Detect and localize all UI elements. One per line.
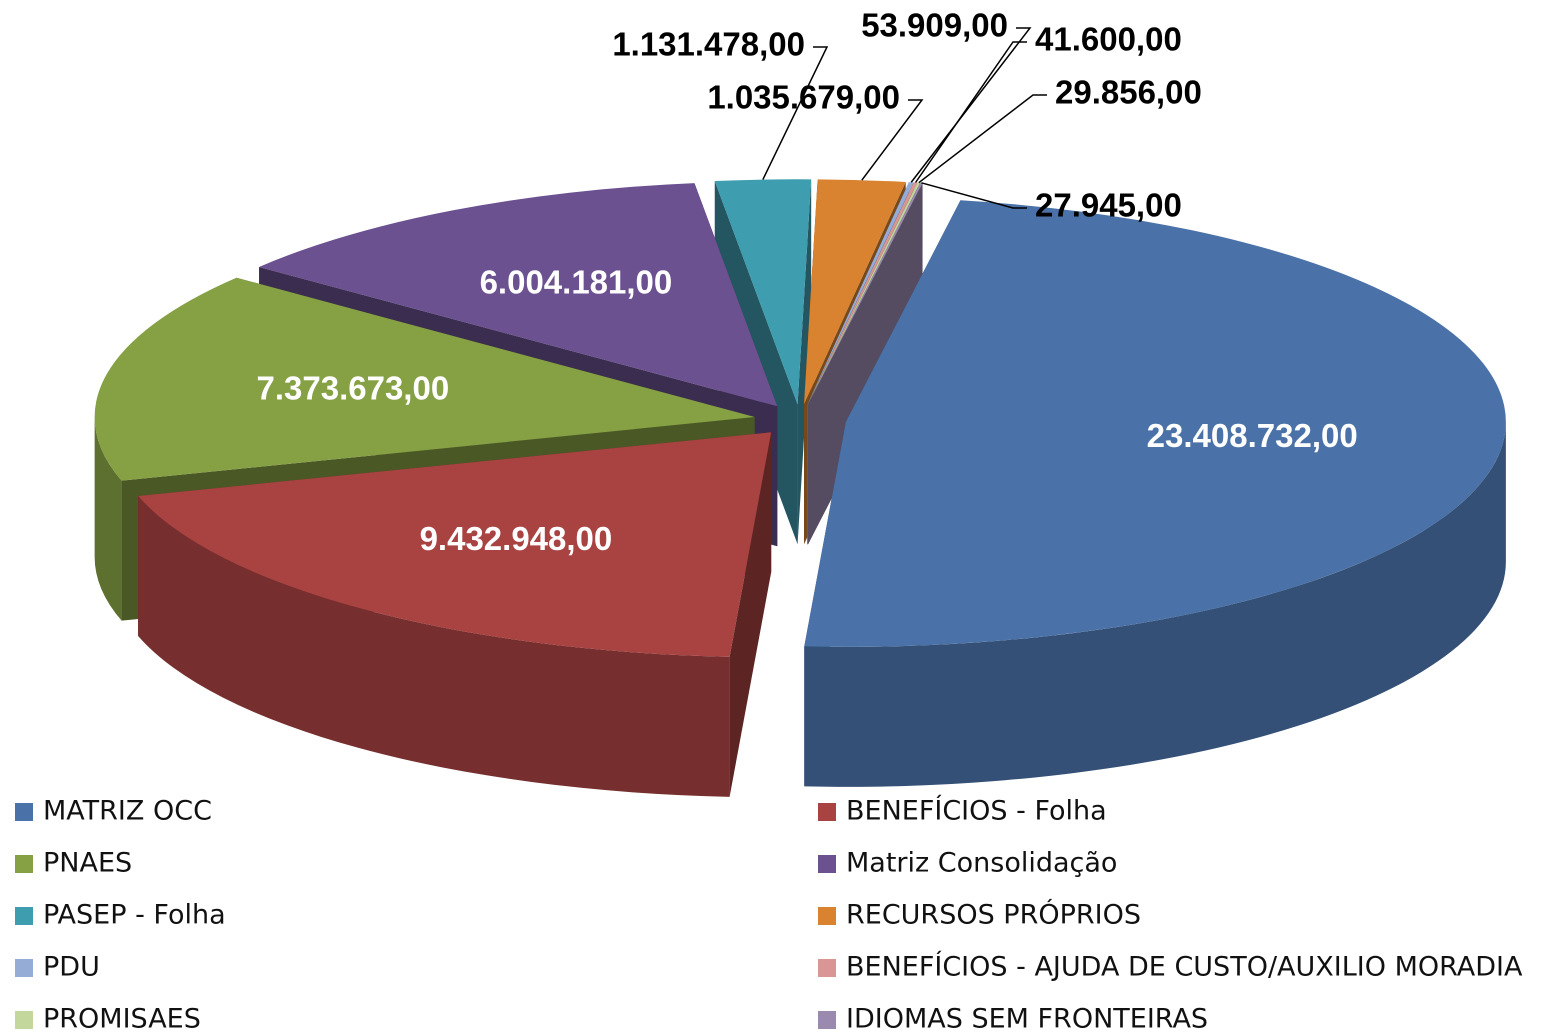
slice-wall: [138, 495, 730, 797]
slice: [259, 183, 778, 407]
value-label: 1.131.478,00: [612, 26, 805, 63]
slice: [714, 179, 812, 405]
slice: [807, 182, 918, 405]
legend-swatch: [818, 855, 836, 873]
slice-side: [807, 182, 923, 545]
leader-line: [910, 27, 1032, 183]
slice: [807, 182, 923, 405]
slice-wall: [94, 417, 122, 621]
slice: [807, 182, 914, 405]
value-label: 6.004.181,00: [480, 264, 673, 301]
legend-swatch: [15, 1011, 33, 1029]
value-label: 7.373.673,00: [256, 369, 449, 406]
slice: [804, 200, 1506, 647]
legend-label: RECURSOS PRÓPRIOS: [846, 899, 1141, 931]
slice: [138, 432, 772, 657]
slice-side: [797, 179, 812, 545]
value-label: 41.600,00: [1035, 21, 1182, 58]
legend-label: PNAES: [43, 848, 132, 879]
value-label: 1.035.679,00: [707, 79, 900, 116]
leader-line: [861, 99, 924, 181]
legend-label: PASEP - Folha: [43, 900, 226, 931]
legend-label: MATRIZ OCC: [43, 796, 212, 827]
legend-label: IDIOMAS SEM FRONTEIRAS: [846, 1004, 1208, 1032]
slice: [94, 277, 755, 481]
value-label: 27.945,00: [1035, 187, 1182, 224]
value-label: 23.408.732,00: [1147, 417, 1358, 454]
leader-line: [762, 46, 829, 180]
slice: [804, 179, 906, 405]
leader-line: [914, 41, 1027, 183]
legend-swatch: [15, 907, 33, 925]
legend-label: PROMISAES: [43, 1004, 201, 1032]
legend-label: PDU: [43, 952, 100, 983]
leader-line: [921, 182, 1027, 209]
pie: [94, 179, 1506, 797]
value-label: 53.909,00: [861, 7, 1008, 44]
legend-label: Matriz Consolidação: [846, 848, 1117, 879]
value-label: 9.432.948,00: [420, 520, 613, 557]
legend-swatch: [15, 855, 33, 873]
legend-swatch: [818, 907, 836, 925]
legend-label: BENEFÍCIOS - Folha: [846, 795, 1107, 827]
legend-swatch: [15, 803, 33, 821]
legend-label: BENEFÍCIOS - AJUDA DE CUSTO/AUXILIO MORA…: [846, 951, 1523, 983]
legend-swatch: [818, 803, 836, 821]
slice-wall: [804, 421, 1506, 787]
legend-swatch: [818, 959, 836, 977]
leader-line: [918, 94, 1047, 184]
legend-swatch: [818, 1011, 836, 1029]
legend-swatch: [15, 959, 33, 977]
slice: [807, 182, 921, 405]
value-label: 29.856,00: [1055, 74, 1202, 111]
